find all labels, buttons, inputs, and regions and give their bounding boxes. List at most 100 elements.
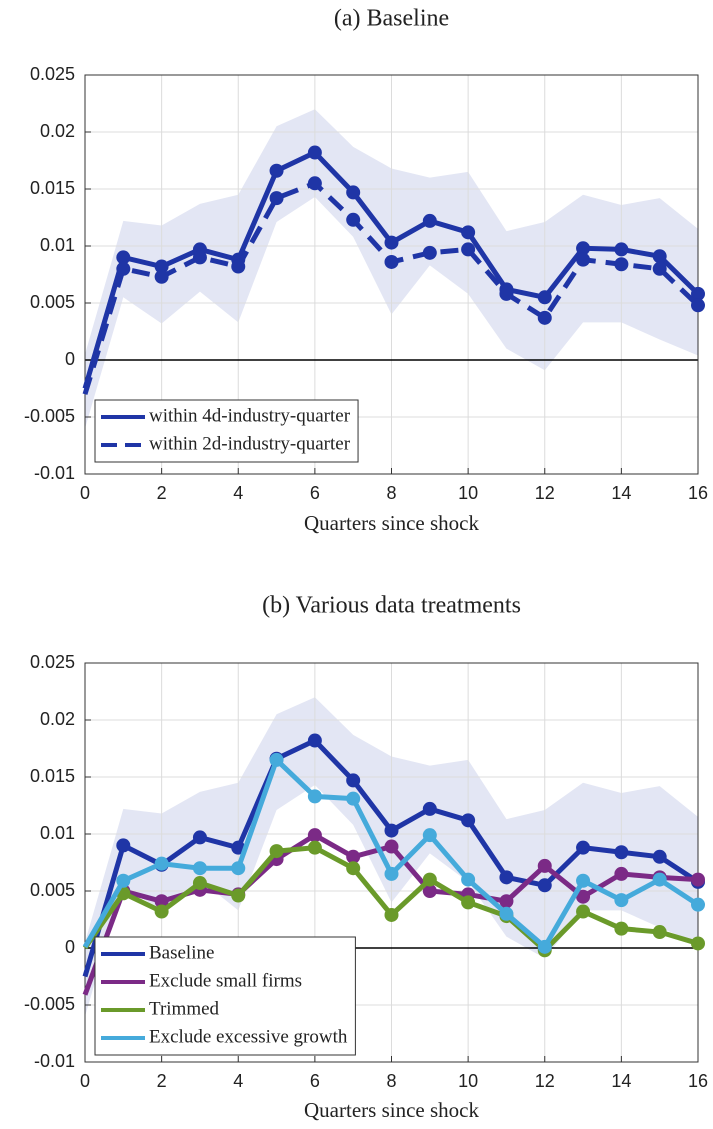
y-tick-label: 0 — [65, 349, 75, 369]
marker — [652, 872, 667, 887]
marker — [652, 849, 667, 864]
marker — [576, 873, 591, 888]
marker — [461, 895, 476, 910]
marker — [691, 897, 705, 912]
x-tick-label: 6 — [310, 1071, 320, 1091]
marker — [384, 866, 399, 881]
marker — [614, 845, 629, 860]
x-tick-label: 14 — [611, 1071, 631, 1091]
x-tick-label: 2 — [157, 483, 167, 503]
marker — [154, 894, 169, 909]
legend-label: Exclude excessive growth — [149, 1026, 348, 1047]
y-tick-label: 0.02 — [40, 709, 75, 729]
marker — [116, 261, 131, 276]
marker — [346, 861, 361, 876]
marker — [116, 250, 131, 265]
marker — [422, 213, 437, 228]
marker — [614, 866, 629, 881]
marker — [231, 888, 246, 903]
marker — [576, 889, 591, 904]
legend: Baseline Exclude small firms Trimmed Exclud… — [94, 936, 356, 1056]
marker — [231, 259, 246, 274]
marker — [422, 872, 437, 887]
marker — [537, 310, 552, 325]
legend-label: within 4d-industry-quarter — [149, 405, 351, 426]
marker — [422, 801, 437, 816]
marker — [346, 773, 361, 788]
y-tick-label: -0.01 — [34, 463, 75, 483]
legend-label: within 2d-industry-quarter — [149, 433, 351, 454]
marker — [154, 904, 169, 919]
marker — [116, 873, 131, 888]
x-tick-label: 0 — [80, 1071, 90, 1091]
marker — [499, 286, 514, 301]
marker — [269, 752, 284, 767]
marker — [192, 861, 207, 876]
marker — [614, 921, 629, 936]
marker — [652, 261, 667, 276]
marker — [461, 813, 476, 828]
y-tick-label: 0.025 — [30, 64, 75, 84]
marker — [614, 242, 629, 257]
marker — [384, 823, 399, 838]
marker — [461, 242, 476, 257]
marker — [307, 176, 322, 191]
marker — [537, 290, 552, 305]
x-tick-label: 4 — [233, 1071, 243, 1091]
y-tick-label: 0.005 — [30, 880, 75, 900]
legend: within 4d-industry-quarter within 2d-indu… — [94, 399, 359, 463]
marker — [192, 250, 207, 265]
marker — [461, 872, 476, 887]
marker — [384, 839, 399, 854]
marker — [346, 185, 361, 200]
marker — [691, 936, 705, 951]
x-tick-label: 16 — [688, 483, 708, 503]
marker — [691, 872, 705, 887]
x-axis-label: Quarters since shock — [304, 511, 479, 535]
marker — [384, 235, 399, 250]
y-tick-label: -0.005 — [24, 994, 75, 1014]
marker — [154, 259, 169, 274]
marker — [154, 856, 169, 871]
legend-label: Exclude small firms — [149, 970, 302, 991]
marker — [576, 241, 591, 256]
marker — [576, 840, 591, 855]
marker — [422, 245, 437, 260]
x-tick-label: 0 — [80, 483, 90, 503]
x-tick-label: 12 — [535, 483, 555, 503]
x-axis-label: Quarters since shock — [304, 1098, 479, 1122]
chart-title: (b) Various data treatments — [262, 593, 521, 619]
marker — [614, 893, 629, 908]
marker — [691, 298, 705, 313]
marker — [307, 733, 322, 748]
marker — [307, 828, 322, 843]
y-tick-label: 0.015 — [30, 178, 75, 198]
marker — [422, 884, 437, 898]
x-tick-label: 14 — [611, 483, 631, 503]
y-tick-label: 0.025 — [30, 652, 75, 672]
y-tick-label: 0.005 — [30, 292, 75, 312]
legend-box — [94, 936, 356, 1056]
x-tick-label: 4 — [233, 483, 243, 503]
marker — [691, 286, 705, 301]
marker — [192, 830, 207, 845]
x-tick-label: 2 — [157, 1071, 167, 1091]
marker — [154, 269, 169, 284]
x-tick-label: 10 — [458, 483, 478, 503]
marker — [269, 844, 284, 859]
x-tick-label: 16 — [688, 1071, 708, 1091]
y-tick-label: 0.015 — [30, 766, 75, 786]
marker — [576, 252, 591, 267]
plot-frame — [84, 74, 699, 475]
marker — [499, 906, 514, 921]
marker — [537, 939, 552, 954]
y-tick-label: -0.01 — [34, 1051, 75, 1071]
marker — [346, 212, 361, 227]
y-tick-label: 0.01 — [40, 235, 75, 255]
marker — [614, 257, 629, 272]
chart-title: (a) Baseline — [334, 6, 449, 32]
marker — [192, 876, 207, 891]
marker — [307, 789, 322, 804]
plot-frame — [84, 662, 699, 1063]
